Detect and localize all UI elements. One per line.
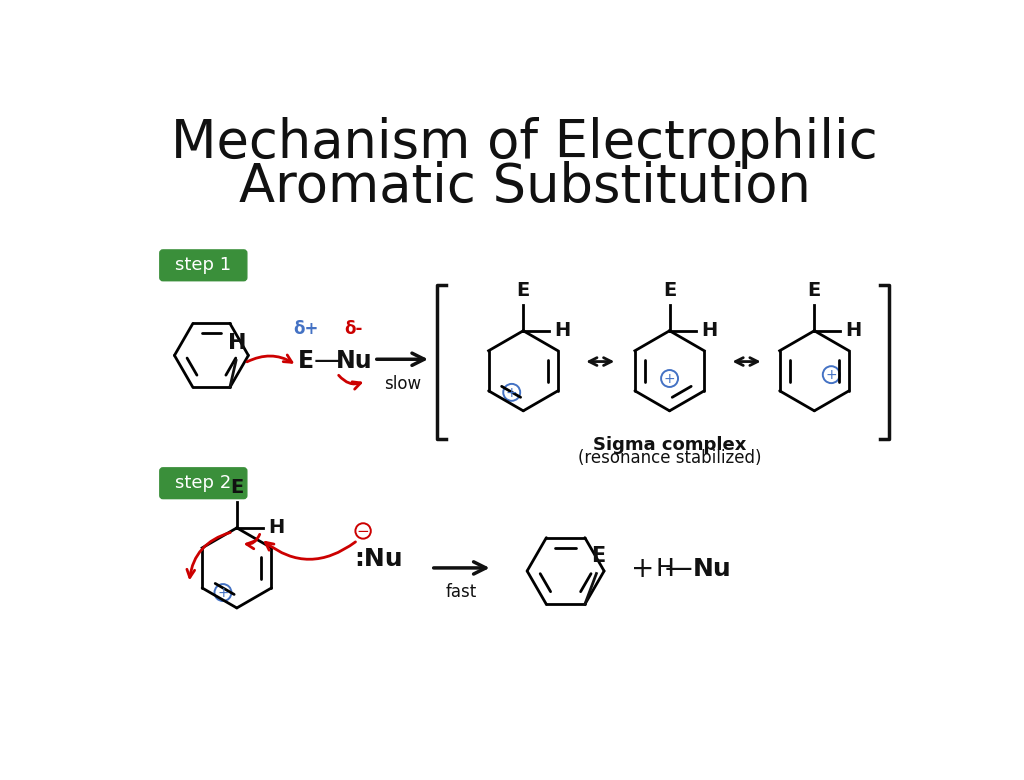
FancyArrowPatch shape: [247, 355, 292, 363]
Text: +: +: [631, 555, 654, 583]
FancyBboxPatch shape: [160, 468, 247, 498]
Text: —: —: [313, 347, 342, 375]
Text: −: −: [356, 524, 370, 539]
Text: H: H: [228, 333, 247, 353]
Text: H: H: [555, 321, 571, 340]
FancyArrowPatch shape: [339, 375, 360, 389]
Text: Nu: Nu: [336, 349, 372, 373]
Text: Aromatic Substitution: Aromatic Substitution: [239, 161, 811, 214]
FancyArrowPatch shape: [247, 534, 260, 549]
Text: +: +: [664, 372, 676, 386]
Text: Sigma complex: Sigma complex: [593, 436, 746, 454]
Text: +: +: [825, 368, 837, 382]
Text: (resonance stabilized): (resonance stabilized): [578, 449, 761, 467]
Text: E: E: [298, 349, 314, 373]
Text: δ-: δ-: [345, 320, 364, 338]
FancyArrowPatch shape: [187, 533, 230, 577]
Text: :Nu: :Nu: [354, 547, 402, 571]
Text: E: E: [592, 546, 606, 566]
Text: slow: slow: [384, 374, 421, 392]
Text: step 1: step 1: [175, 257, 231, 275]
Text: Nu: Nu: [692, 558, 731, 581]
Text: +: +: [217, 587, 228, 601]
Text: H: H: [846, 321, 862, 340]
Text: E: E: [517, 281, 529, 300]
Text: +: +: [506, 386, 517, 400]
Text: E: E: [230, 478, 244, 497]
FancyArrowPatch shape: [265, 542, 355, 559]
Text: H: H: [701, 321, 717, 340]
Text: fast: fast: [446, 583, 477, 601]
Text: H: H: [268, 519, 285, 537]
Text: δ+: δ+: [294, 320, 318, 338]
Text: E: E: [808, 281, 821, 300]
Text: step 2: step 2: [175, 474, 231, 492]
Text: E: E: [663, 281, 676, 300]
Text: —: —: [665, 555, 692, 583]
FancyBboxPatch shape: [160, 250, 247, 281]
Text: H: H: [655, 558, 675, 581]
Text: Mechanism of Electrophilic: Mechanism of Electrophilic: [171, 117, 879, 168]
